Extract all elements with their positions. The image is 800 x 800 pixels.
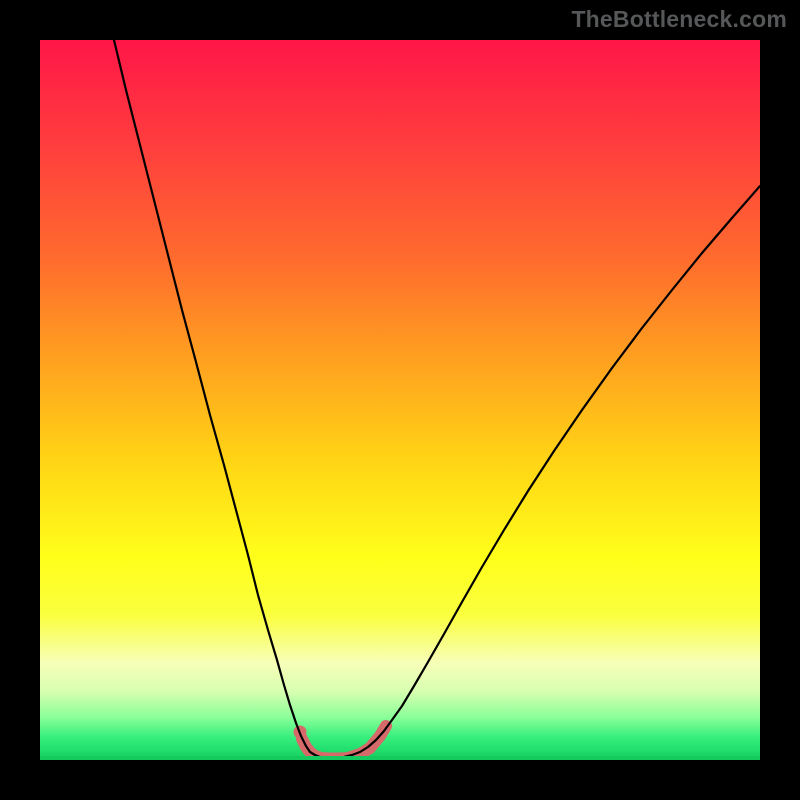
bottleneck-curve	[114, 40, 760, 758]
chart-bottom-green-band	[40, 756, 760, 760]
watermark-label: TheBottleneck.com	[571, 6, 787, 33]
bottleneck-curve-layer	[0, 0, 800, 800]
